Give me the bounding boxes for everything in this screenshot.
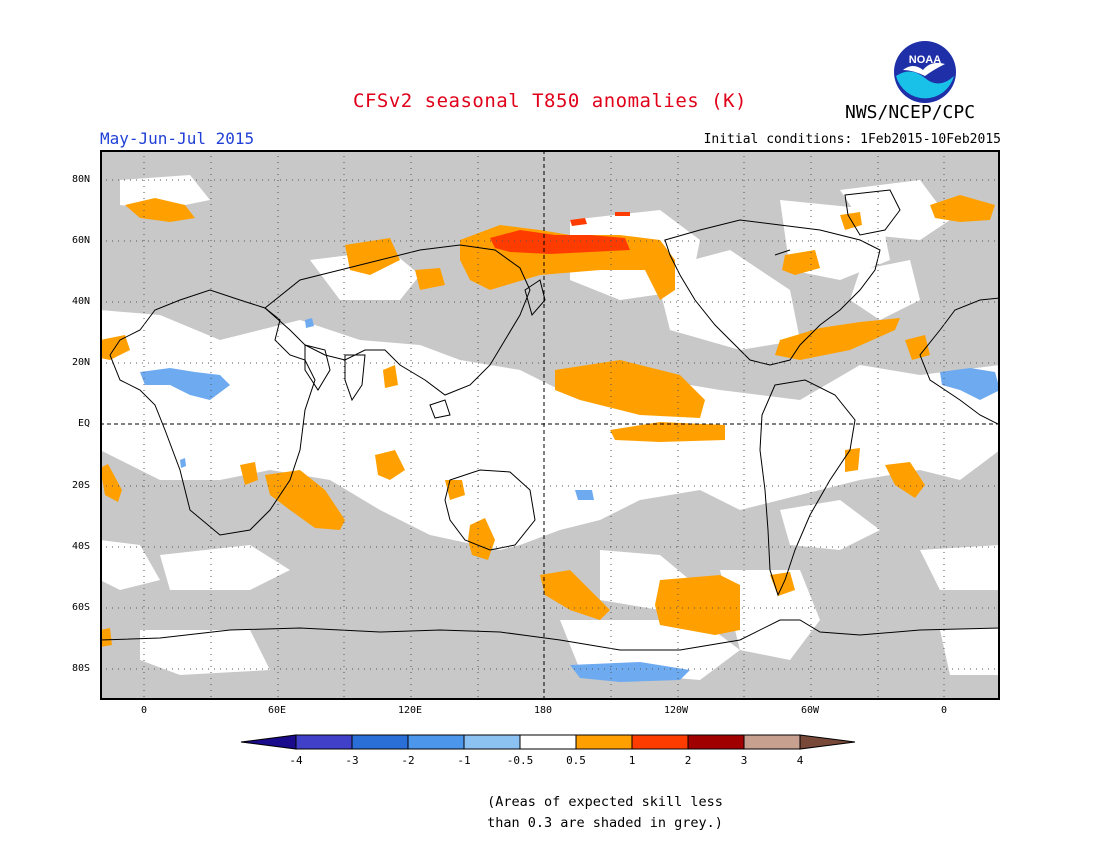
colorbar-labels: -4 -3 -2 -1 -0.5 0.5 1 2 3 4 — [289, 754, 803, 767]
colorbar-swatch — [575, 734, 633, 750]
colorbar-swatch — [799, 734, 856, 750]
colorbar-label: -0.5 — [507, 754, 534, 767]
colorbar-label: -2 — [401, 754, 414, 767]
grid-lines — [100, 150, 1000, 700]
lon-tick: 0 — [941, 705, 948, 716]
colorbar-swatch — [407, 734, 465, 750]
colorbar-label: -3 — [345, 754, 358, 767]
strong-warm-anomaly-regions — [490, 212, 630, 254]
lat-tick: 20N — [72, 357, 91, 368]
forecast-period: May-Jun-Jul 2015 — [100, 129, 255, 148]
colorbar-swatch — [463, 734, 521, 750]
agency-label: NWS/NCEP/CPC — [845, 102, 976, 123]
lon-tick: 120W — [664, 705, 689, 716]
colorbar-label: 2 — [685, 754, 692, 767]
colorbar-label: -1 — [457, 754, 470, 767]
colorbar-label: 3 — [741, 754, 748, 767]
lat-tick: 80S — [72, 663, 91, 674]
anomaly-map — [100, 150, 1000, 700]
cool-anomaly-regions — [140, 318, 1000, 682]
lon-tick: 60W — [801, 705, 820, 716]
lat-tick: 60N — [72, 235, 91, 246]
chart-title: CFSv2 seasonal T850 anomalies (K) — [353, 90, 747, 112]
lon-tick: 180 — [534, 705, 553, 716]
lat-tick: 20S — [72, 480, 91, 491]
colorbar-label: 0.5 — [566, 754, 586, 767]
lon-tick: 120E — [398, 705, 423, 716]
colorbar-swatches — [240, 734, 856, 750]
lon-tick: 0 — [141, 705, 148, 716]
skill-footnote: (Areas of expected skill less than 0.3 a… — [470, 792, 740, 834]
map-frame — [100, 150, 1000, 700]
colorbar-legend: -4 -3 -2 -1 -0.5 0.5 1 2 3 4 — [240, 734, 856, 767]
colorbar-label: -4 — [289, 754, 303, 767]
colorbar-swatch — [240, 734, 297, 750]
logo-text: NOAA — [909, 54, 941, 66]
lat-tick: 60S — [72, 602, 91, 613]
noaa-logo: NOAA — [894, 41, 956, 103]
colorbar-swatch — [743, 734, 801, 750]
lat-tick: 40N — [72, 296, 91, 307]
footnote-line: (Areas of expected skill less — [487, 794, 723, 810]
colorbar-label: 4 — [797, 754, 804, 767]
initial-conditions: Initial conditions: 1Feb2015-10Feb2015 — [703, 132, 1001, 147]
lat-tick: 40S — [72, 541, 91, 552]
lat-tick: 80N — [72, 174, 91, 185]
footnote-line: than 0.3 are shaded in grey.) — [487, 815, 723, 831]
colorbar-swatch — [687, 734, 745, 750]
lon-tick: 60E — [268, 705, 287, 716]
colorbar-swatch — [351, 734, 409, 750]
colorbar-label: 1 — [629, 754, 636, 767]
lat-tick: EQ — [78, 418, 91, 429]
colorbar-swatch — [631, 734, 689, 750]
coastlines — [100, 189, 1000, 651]
reference-lines — [100, 150, 1000, 700]
colorbar-swatch — [519, 734, 577, 750]
colorbar-swatch — [295, 734, 353, 750]
warm-anomaly-regions — [100, 195, 995, 647]
